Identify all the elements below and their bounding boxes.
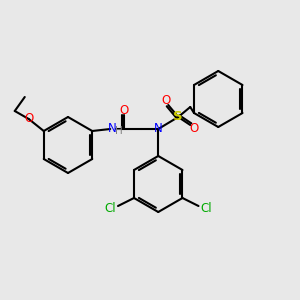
Text: O: O — [162, 94, 171, 106]
Text: Cl: Cl — [201, 202, 212, 214]
Text: N: N — [108, 122, 117, 136]
Text: O: O — [24, 112, 33, 125]
Text: N: N — [154, 122, 163, 136]
Text: Cl: Cl — [104, 202, 116, 214]
Text: H: H — [116, 126, 123, 136]
Text: O: O — [190, 122, 199, 136]
Text: O: O — [120, 104, 129, 118]
Text: S: S — [173, 110, 183, 124]
